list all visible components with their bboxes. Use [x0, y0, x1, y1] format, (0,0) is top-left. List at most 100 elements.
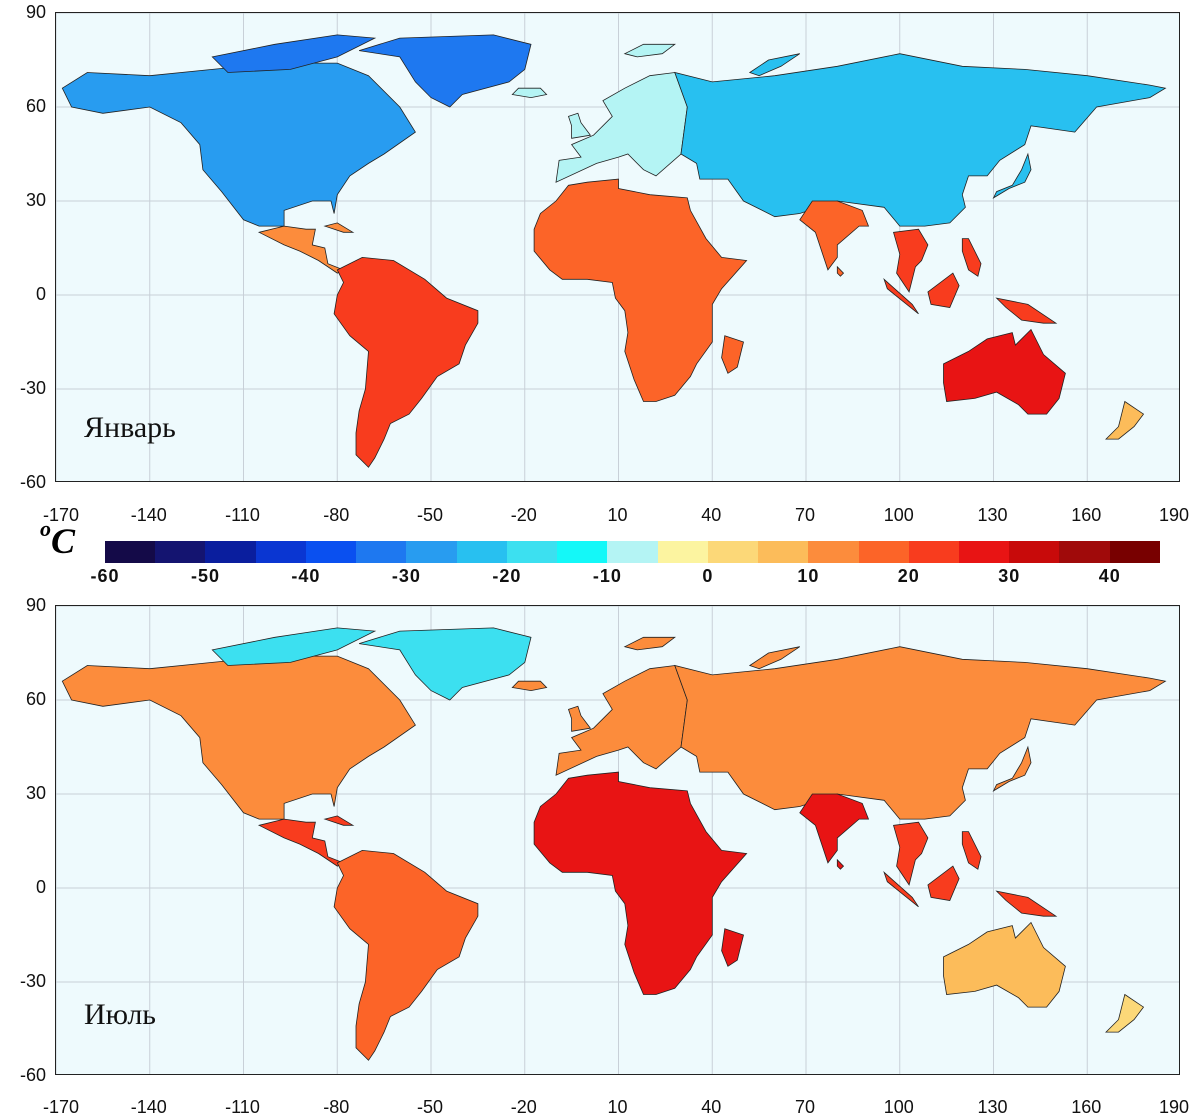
colorbar-swatch: [858, 541, 909, 563]
x-tick-label: -170: [42, 505, 80, 525]
x-tick-label: -170: [42, 1097, 80, 1117]
land-uk: [567, 705, 592, 732]
july-map-plot: Июль: [55, 605, 1180, 1075]
y-tick-label: 0: [35, 284, 46, 304]
colorbar-swatch: [356, 541, 407, 563]
y-tick-label: -60: [19, 472, 46, 492]
land-central-america: [257, 225, 345, 274]
land-japan: [992, 745, 1032, 792]
colorbar-tick-label: -50: [190, 566, 220, 586]
colorbar-tick-label: -20: [492, 566, 522, 586]
colorbar-swatch: [506, 541, 558, 563]
land-masses: [61, 627, 1167, 1061]
colorbar-tick-label: 40: [1098, 566, 1121, 586]
land-africa: [533, 771, 748, 995]
x-tick-label: 100: [883, 1097, 914, 1117]
land-south-america: [333, 256, 479, 468]
land-europe: [555, 665, 688, 776]
x-tick-label: 100: [883, 505, 914, 525]
colorbar-swatch: [657, 541, 708, 563]
colorbar-swatch: [1109, 541, 1160, 563]
x-tick-label: -140: [130, 505, 167, 525]
y-tick-label: 60: [25, 689, 46, 709]
x-tick-label: -140: [130, 1097, 167, 1117]
land-japan: [992, 152, 1032, 199]
land-iceland: [511, 87, 548, 99]
land-central-america: [257, 818, 345, 867]
land-new-zealand: [1105, 993, 1145, 1033]
land-sumatra: [883, 277, 919, 315]
land-sri-lanka: [836, 265, 845, 277]
land-novaya-zemlya: [748, 53, 801, 77]
land-asia: [674, 53, 1167, 227]
y-tick-label: -60: [19, 1065, 46, 1085]
land-arctic-islands: [211, 627, 377, 666]
land-new-guinea: [995, 297, 1058, 324]
land-africa: [533, 178, 748, 402]
land-arctic-islands: [211, 34, 377, 73]
january-map-svg: [56, 13, 1179, 481]
land-borneo: [927, 865, 960, 901]
land-masses: [61, 34, 1167, 468]
land-novaya-zemlya: [748, 646, 801, 670]
unit-label: oC: [40, 516, 76, 561]
y-tick-label: -30: [19, 971, 46, 991]
land-sri-lanka: [836, 858, 845, 870]
x-tick-label: 130: [977, 1097, 1008, 1117]
land-south-america: [333, 849, 479, 1061]
colorbar-swatch: [255, 541, 306, 563]
colorbar-swatch: [908, 541, 959, 563]
x-tick-label: 40: [701, 505, 722, 525]
month-label: Июль: [84, 998, 156, 1031]
x-tick-label: 160: [1071, 505, 1102, 525]
x-tick-label: 160: [1071, 1097, 1102, 1117]
colorbar-tick-label: 0: [702, 566, 714, 586]
colorbar-swatch: [105, 541, 156, 563]
colorbar-swatch: [205, 541, 256, 563]
land-sumatra: [883, 870, 919, 908]
month-label: Январь: [84, 411, 176, 444]
colorbar-swatch: [557, 541, 608, 563]
y-tick-label: 90: [25, 2, 46, 22]
x-tick-label: -80: [323, 505, 350, 525]
colorbar-swatch: [808, 541, 859, 563]
colorbar-swatch: [456, 541, 507, 563]
x-tick-label: -50: [416, 505, 443, 525]
land-philippines: [961, 831, 982, 870]
land-australia: [943, 921, 1066, 1008]
colorbar-swatch: [758, 541, 809, 563]
land-australia: [943, 328, 1066, 415]
land-madagascar: [721, 928, 744, 967]
land-cuba: [323, 815, 355, 826]
land-asia: [674, 646, 1167, 820]
land-new-guinea: [995, 890, 1058, 917]
colorbar-tick-label: 30: [998, 566, 1021, 586]
land-madagascar: [721, 335, 744, 374]
x-tick-label: 10: [607, 1097, 628, 1117]
colorbar-swatch: [1059, 541, 1110, 563]
colorbar-swatch: [958, 541, 1010, 563]
land-philippines: [961, 238, 982, 277]
colorbar-tick-label: -40: [291, 566, 321, 586]
colorbar-swatch: [707, 541, 759, 563]
july-map-svg: [56, 606, 1179, 1074]
y-tick-label: -30: [19, 378, 46, 398]
colorbar-tick-label: -60: [90, 566, 120, 586]
colorbar-swatch: [155, 541, 206, 563]
x-tick-label: 190: [1158, 505, 1190, 525]
y-tick-label: 30: [25, 190, 46, 210]
land-india: [799, 200, 870, 271]
land-se-asia: [892, 821, 929, 886]
colorbar-swatch: [1009, 541, 1060, 563]
x-tick-label: -50: [416, 1097, 443, 1117]
x-tick-label: -20: [510, 505, 537, 525]
colorbar-swatch: [406, 541, 457, 563]
land-uk: [567, 112, 592, 139]
x-tick-label: 70: [794, 505, 816, 525]
land-svalbard: [623, 636, 676, 651]
y-tick-label: 30: [25, 783, 46, 803]
x-tick-label: -20: [510, 1097, 537, 1117]
colorbar-swatch: [305, 541, 357, 563]
y-tick-label: 90: [25, 595, 46, 615]
colorbar-swatch: [607, 541, 658, 563]
